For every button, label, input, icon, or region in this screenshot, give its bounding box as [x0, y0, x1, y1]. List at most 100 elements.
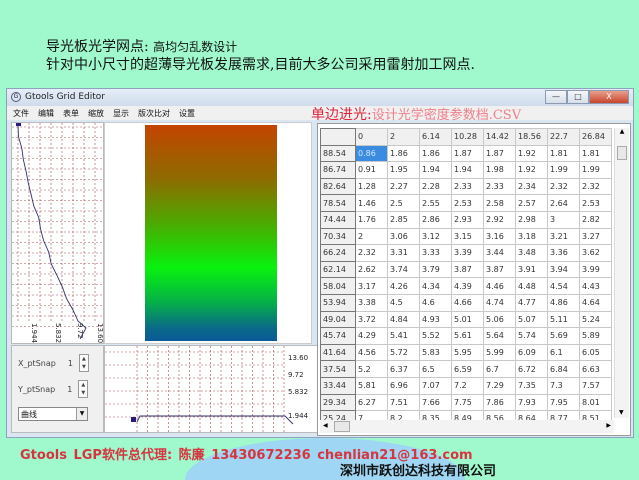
column-header[interactable]: 26.84: [579, 128, 612, 146]
row-header[interactable]: 41.64: [320, 343, 356, 362]
column-header[interactable]: 18.56: [515, 128, 548, 146]
table-cell[interactable]: 2.86: [419, 210, 452, 229]
menu-settings[interactable]: 设置: [179, 109, 195, 118]
row-header[interactable]: 88.54: [320, 144, 356, 163]
table-cell[interactable]: 4.26: [387, 277, 420, 295]
table-cell[interactable]: 2.85: [387, 210, 420, 229]
table-cell[interactable]: 5.81: [355, 376, 388, 395]
table-cell[interactable]: 6.63: [579, 360, 612, 378]
row-header[interactable]: 37.54: [320, 360, 356, 378]
table-cell[interactable]: 4.54: [547, 277, 580, 295]
x-snap-stepper[interactable]: ▲ ▼: [78, 354, 89, 372]
table-cell[interactable]: 6.27: [355, 393, 388, 412]
y-snap-stepper[interactable]: ▲ ▼: [78, 380, 89, 398]
table-cell[interactable]: 5.64: [483, 327, 516, 345]
table-cell[interactable]: 2.28: [419, 177, 452, 196]
table-cell[interactable]: 4.29: [355, 327, 388, 345]
table-cell[interactable]: 1.76: [355, 210, 388, 229]
table-cell[interactable]: 1.46: [355, 194, 388, 212]
density-profile-graph-horizontal[interactable]: 13.60 9.72 5.832 1.944: [104, 345, 318, 433]
table-cell[interactable]: 5.72: [387, 343, 420, 362]
table-cell[interactable]: 0.91: [355, 161, 388, 179]
table-cell[interactable]: 1.99: [547, 161, 580, 179]
table-cell[interactable]: 7.2: [451, 376, 484, 395]
table-cell[interactable]: 3.74: [387, 260, 420, 279]
table-cell[interactable]: 2.34: [515, 177, 548, 196]
table-cell[interactable]: 1.98: [483, 161, 516, 179]
row-header[interactable]: 66.24: [320, 244, 356, 262]
table-cell[interactable]: 3.91: [515, 260, 548, 279]
column-header[interactable]: 22.7: [547, 128, 580, 146]
table-cell[interactable]: 2.93: [451, 210, 484, 229]
table-cell[interactable]: 2.64: [547, 194, 580, 212]
row-header[interactable]: 74.44: [320, 210, 356, 229]
table-cell[interactable]: 4.93: [419, 310, 452, 329]
table-cell[interactable]: 7.3: [547, 376, 580, 395]
menu-file[interactable]: 文件: [13, 109, 29, 118]
table-cell[interactable]: 7.75: [451, 393, 484, 412]
table-cell[interactable]: 2.53: [451, 194, 484, 212]
scroll-left-icon[interactable]: ◀: [323, 422, 328, 429]
table-cell[interactable]: 6.72: [515, 360, 548, 378]
table-cell[interactable]: 2.92: [483, 210, 516, 229]
column-header[interactable]: 10.28: [451, 128, 484, 146]
table-cell[interactable]: 4.86: [547, 293, 580, 312]
table-cell[interactable]: 1.95: [387, 161, 420, 179]
table-cell[interactable]: 3.38: [355, 293, 388, 312]
table-cell[interactable]: 4.43: [579, 277, 612, 295]
table-cell[interactable]: 5.89: [579, 327, 612, 345]
row-header[interactable]: 53.94: [320, 293, 356, 312]
table-cell[interactable]: 4.48: [515, 277, 548, 295]
table-cell[interactable]: 4.64: [579, 293, 612, 312]
table-cell[interactable]: 6.84: [547, 360, 580, 378]
scroll-right-icon[interactable]: ▶: [606, 422, 611, 429]
scroll-up-icon[interactable]: ▲: [619, 128, 625, 135]
table-cell[interactable]: 4.34: [419, 277, 452, 295]
scroll-thumb[interactable]: [617, 146, 627, 160]
table-cell[interactable]: 6.09: [515, 343, 548, 362]
table-cell[interactable]: 5.61: [451, 327, 484, 345]
close-button[interactable]: X: [589, 90, 629, 104]
table-cell[interactable]: 1.81: [547, 144, 580, 163]
table-cell[interactable]: 3.12: [419, 227, 452, 246]
minimize-button[interactable]: —: [545, 90, 567, 104]
table-cell[interactable]: 7.35: [515, 376, 548, 395]
table-cell[interactable]: 7.51: [387, 393, 420, 412]
y-snap-value[interactable]: 1: [67, 384, 73, 394]
table-cell[interactable]: 1.92: [515, 144, 548, 163]
chevron-down-icon[interactable]: ▼: [76, 408, 87, 420]
table-cell[interactable]: 2.5: [387, 194, 420, 212]
table-cell[interactable]: 3.36: [547, 244, 580, 262]
table-cell[interactable]: 2.98: [515, 210, 548, 229]
table-cell[interactable]: 7.29: [483, 376, 516, 395]
menu-form[interactable]: 表单: [63, 109, 79, 118]
chevron-up-icon[interactable]: ▲: [81, 356, 86, 362]
table-cell[interactable]: 3.44: [483, 244, 516, 262]
chevron-down-icon[interactable]: ▼: [81, 364, 86, 370]
column-header[interactable]: 6.14: [419, 128, 452, 146]
row-header[interactable]: 29.34: [320, 393, 356, 412]
table-cell[interactable]: 2.82: [579, 210, 612, 229]
table-cell[interactable]: 1.92: [515, 161, 548, 179]
menu-zoom[interactable]: 缩放: [88, 109, 104, 118]
table-cell[interactable]: 2.53: [579, 194, 612, 212]
table-cell[interactable]: 2.32: [547, 177, 580, 196]
table-cell[interactable]: 4.5: [387, 293, 420, 312]
menu-edit[interactable]: 编辑: [38, 109, 54, 118]
row-header[interactable]: 58.04: [320, 277, 356, 295]
table-cell[interactable]: 3.87: [451, 260, 484, 279]
table-cell[interactable]: 3.21: [547, 227, 580, 246]
table-cell[interactable]: 2.32: [355, 244, 388, 262]
table-cell[interactable]: 6.5: [419, 360, 452, 378]
table-cell[interactable]: 2.32: [579, 177, 612, 196]
table-cell[interactable]: 3.27: [579, 227, 612, 246]
table-cell[interactable]: 4.39: [451, 277, 484, 295]
table-cell[interactable]: 4.77: [515, 293, 548, 312]
column-header[interactable]: 0: [355, 128, 388, 146]
table-cell[interactable]: 5.74: [515, 327, 548, 345]
table-cell[interactable]: 8.01: [579, 393, 612, 412]
table-cell[interactable]: 5.11: [547, 310, 580, 329]
table-cell[interactable]: 7.66: [419, 393, 452, 412]
table-cell[interactable]: 7.57: [579, 376, 612, 395]
table-cell[interactable]: 6.37: [387, 360, 420, 378]
